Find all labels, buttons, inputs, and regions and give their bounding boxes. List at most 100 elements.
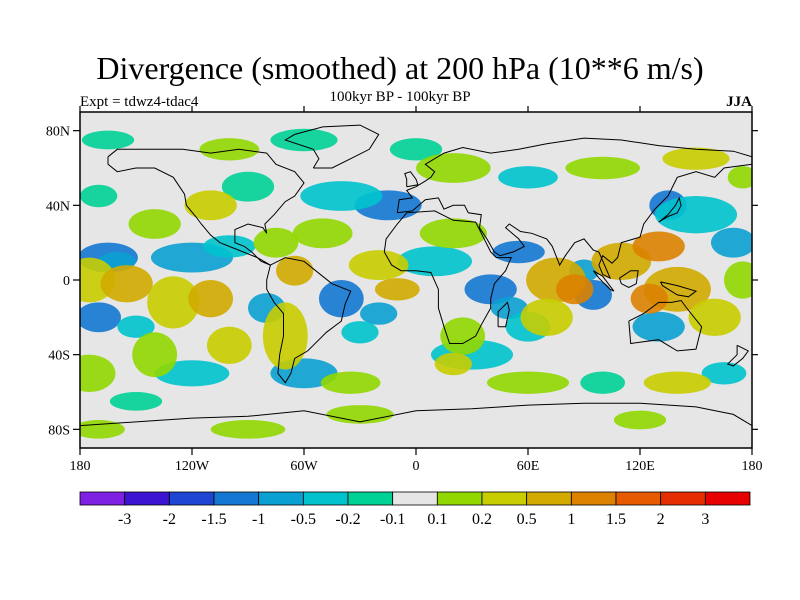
coastline [658,196,682,223]
map-subtitle: 100kyr BP - 100kyr BP [329,89,471,105]
divergence-region [632,231,685,262]
divergence-region [701,362,747,385]
divergence-region [270,128,338,152]
coastline [284,124,380,169]
coastline [497,301,510,328]
divergence-region [117,315,155,338]
colorbar-box [124,491,170,506]
divergence-region [613,410,667,430]
divergence-region [710,227,752,258]
divergence-region [80,302,122,333]
coastline [628,299,703,352]
divergence-region [440,317,486,355]
colorbar-label: -0.2 [335,511,360,528]
divergence-region [580,371,626,394]
divergence-region [419,218,487,249]
coastline [726,344,750,367]
x-axis: 180 120W 60W 0 60E 120E 180 [70,106,763,474]
divergence-region [253,227,299,258]
colorbar-box [436,491,483,506]
divergence-region [643,371,711,394]
colorbar-label: 0.2 [472,511,492,528]
x-tick-label: 120W [175,459,210,474]
divergence-region [184,190,237,221]
y-tick-label: 80S [48,423,70,438]
x-tick-label: 60W [290,459,318,474]
divergence-region [318,280,364,318]
colorbar-box [258,491,304,506]
divergence-field [80,128,752,439]
divergence-region [100,265,153,303]
coastline [404,171,419,188]
divergence-region [221,171,275,202]
y-tick-label: 40N [46,199,70,214]
divergence-region [210,420,286,439]
colorbar: -3 -2 -1.5 -1 -0.5 -0.2 -0.1 0.1 0.2 0.5 1 1.5 2 3 [79,491,751,528]
colorbar-box [79,491,126,506]
coastline [396,137,752,280]
colorbar-label: -3 [118,511,131,528]
divergence-region [486,371,570,394]
divergence-region [389,138,443,161]
coastline [266,257,352,384]
coastline [619,270,639,289]
divergence-region [206,326,252,365]
map-title: Divergence (smoothed) at 200 hPa (10**6 … [96,50,704,86]
divergence-region [416,153,491,183]
divergence-region [80,354,116,392]
coastline [383,210,512,344]
colorbar-label: -1.5 [201,511,226,528]
colorbar-label: 3 [701,511,709,528]
divergence-region [292,218,353,249]
colorbar-label: -0.1 [380,511,405,528]
colorbar-label: 2 [657,511,665,528]
divergence-region [188,280,234,318]
y-tick-label: 0 [63,274,70,289]
divergence-region [147,276,200,329]
colorbar-box [615,491,662,506]
divergence-region [80,184,118,208]
divergence-region [492,240,545,264]
x-tick-label: 120E [625,459,655,474]
divergence-region [326,405,394,424]
experiment-label: Expt = tdwz4-tdac4 [80,94,199,110]
coastline [107,148,305,266]
colorbar-box [704,491,751,506]
x-tick-label: 180 [742,459,763,474]
y-tick-label: 80N [46,125,70,140]
divergence-region [688,298,741,337]
colorbar-box [481,491,528,506]
divergence-region [199,138,260,161]
divergence-region [360,302,398,325]
divergence-region [662,147,730,170]
coastline [660,281,698,298]
coastline [592,270,615,292]
divergence-region [374,278,420,301]
divergence-region [276,255,314,286]
divergence-region [300,181,383,211]
divergence-region [128,209,181,239]
y-axis: 80N 40N 0 40S 80S [46,125,758,438]
colorbar-label: -0.5 [291,511,316,528]
divergence-region [341,321,379,344]
divergence-region [498,166,558,189]
season-label: JJA [726,94,752,110]
colorbar-box [392,491,438,506]
colorbar-label: -1 [252,511,265,528]
colorbar-box [526,491,572,506]
divergence-region [464,274,517,305]
y-tick-label: 40S [48,349,70,364]
colorbar-label: 0.5 [517,511,537,528]
x-tick-label: 0 [413,459,420,474]
divergence-region [348,250,409,280]
divergence-region [397,246,472,277]
coastlines [80,124,752,427]
divergence-region [320,371,381,394]
divergence-region [556,274,594,305]
colorbar-box [660,491,706,506]
divergence-region [262,302,308,370]
divergence-region [434,352,473,376]
colorbar-box [302,491,349,506]
divergence-region [132,332,178,378]
